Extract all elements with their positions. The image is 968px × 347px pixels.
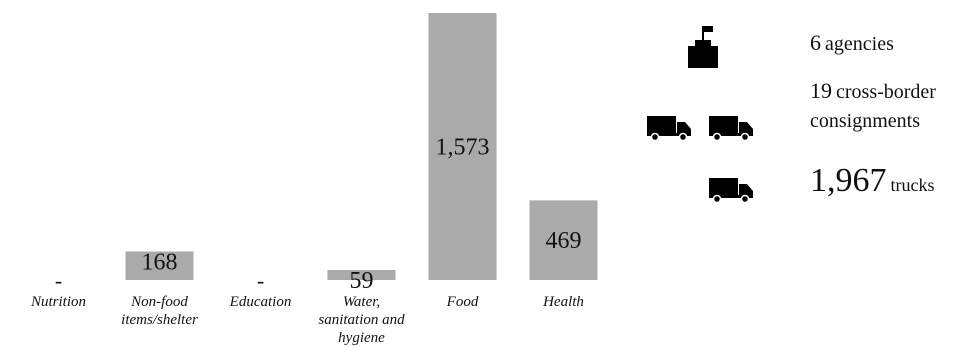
consignments-label-1: cross-border — [836, 81, 936, 103]
value-label-4: 1,573 — [436, 135, 490, 161]
category-label-1: Non-food items/shelter — [121, 294, 198, 328]
trucks-number: 1,967 — [810, 162, 887, 199]
value-label-5: 469 — [546, 228, 582, 254]
category-label-0: Nutrition — [30, 294, 86, 310]
agencies-number: 6 — [810, 30, 821, 55]
consignments-stat: 19 cross-border — [810, 78, 936, 104]
value-label-2: - — [257, 268, 264, 293]
agencies-stat: 6 agencies — [810, 30, 894, 56]
category-label-4: Food — [446, 294, 479, 310]
value-label-3: 59 — [350, 268, 374, 294]
truck-icon — [647, 116, 691, 142]
bar-5 — [529, 200, 598, 280]
consignments-number: 19 — [810, 78, 832, 103]
agencies-label: agencies — [825, 33, 894, 55]
value-label-1: 168 — [142, 249, 178, 275]
truck-icon — [709, 116, 753, 142]
trucks-label: trucks — [890, 175, 935, 195]
building-flag-icon — [688, 26, 718, 68]
bars-group — [125, 13, 598, 280]
truck-icon — [709, 178, 753, 204]
value-label-0: - — [55, 268, 62, 293]
category-label-5: Health — [542, 294, 584, 310]
consignments-label-2: consignments — [810, 110, 920, 132]
bar-4 — [428, 13, 497, 280]
bar-1 — [125, 251, 194, 280]
bar-3 — [327, 269, 396, 280]
category-label-3: Water, sanitation and hygiene — [318, 294, 405, 346]
stats-panel: 6 agencies 19 cross-border consignments … — [630, 0, 968, 347]
trucks-stat: 1,967 trucks — [810, 162, 935, 200]
category-label-2: Education — [229, 294, 292, 310]
